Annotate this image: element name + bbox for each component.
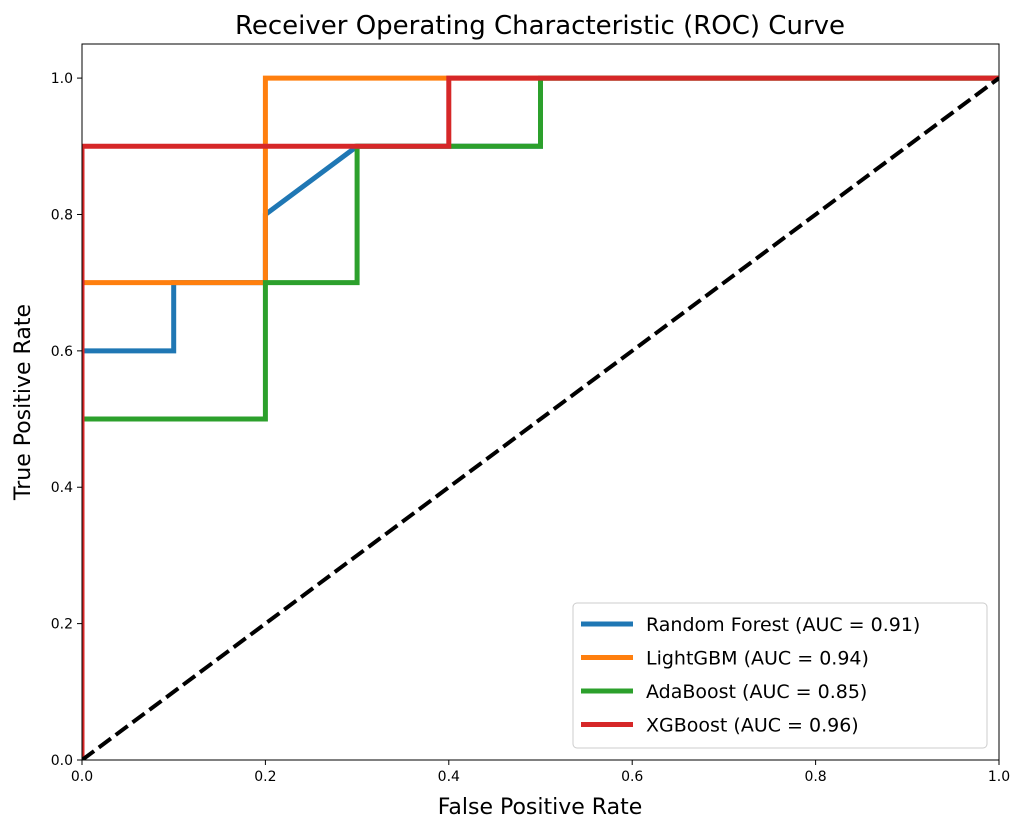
legend-label: AdaBoost (AUC = 0.85) [646,681,867,703]
y-tick-label: 0.2 [51,617,73,633]
legend-item: AdaBoost (AUC = 0.85) [581,681,867,703]
legend-item: Random Forest (AUC = 0.91) [581,614,920,636]
x-tick-label: 0.0 [71,769,93,785]
plot-lines [82,75,999,760]
legend-box [572,602,988,749]
chart-title: Receiver Operating Characteristic (ROC) … [235,11,845,41]
y-tick-label: 0.6 [51,344,73,360]
chance-line [82,76,999,760]
roc-line-series-3 [82,75,999,760]
legend-item: LightGBM (AUC = 0.94) [581,648,869,670]
y-axis-label: True Positive Rate [11,304,36,501]
legend-item: XGBoost (AUC = 0.96) [581,715,859,737]
x-tick-label: 0.6 [621,769,643,785]
y-tick-label: 0.0 [51,753,73,769]
legend-label: XGBoost (AUC = 0.96) [646,715,859,737]
plot-frame [81,43,1000,761]
legend: Random Forest (AUC = 0.91) LightGBM (AUC … [572,602,988,749]
x-tick-label: 0.2 [254,769,276,785]
legend-label: LightGBM (AUC = 0.94) [646,648,869,670]
y-tick-label: 1.0 [51,71,73,87]
y-tick-label: 0.4 [51,480,73,496]
x-tick-label: 0.8 [804,769,826,785]
x-tick-label: 1.0 [988,769,1010,785]
x-tick-label: 0.4 [438,769,460,785]
x-axis-label: False Positive Rate [438,795,642,820]
axis-ticks: 0.0 0.2 0.4 0.6 0.8 1.0 0.0 0.2 0.4 0.6 0.8 1.0 [51,71,1010,785]
legend-label: Random Forest (AUC = 0.91) [646,614,920,636]
y-tick-label: 0.8 [51,207,73,223]
roc-line-series-4 [82,75,999,760]
plot-area [82,75,999,760]
